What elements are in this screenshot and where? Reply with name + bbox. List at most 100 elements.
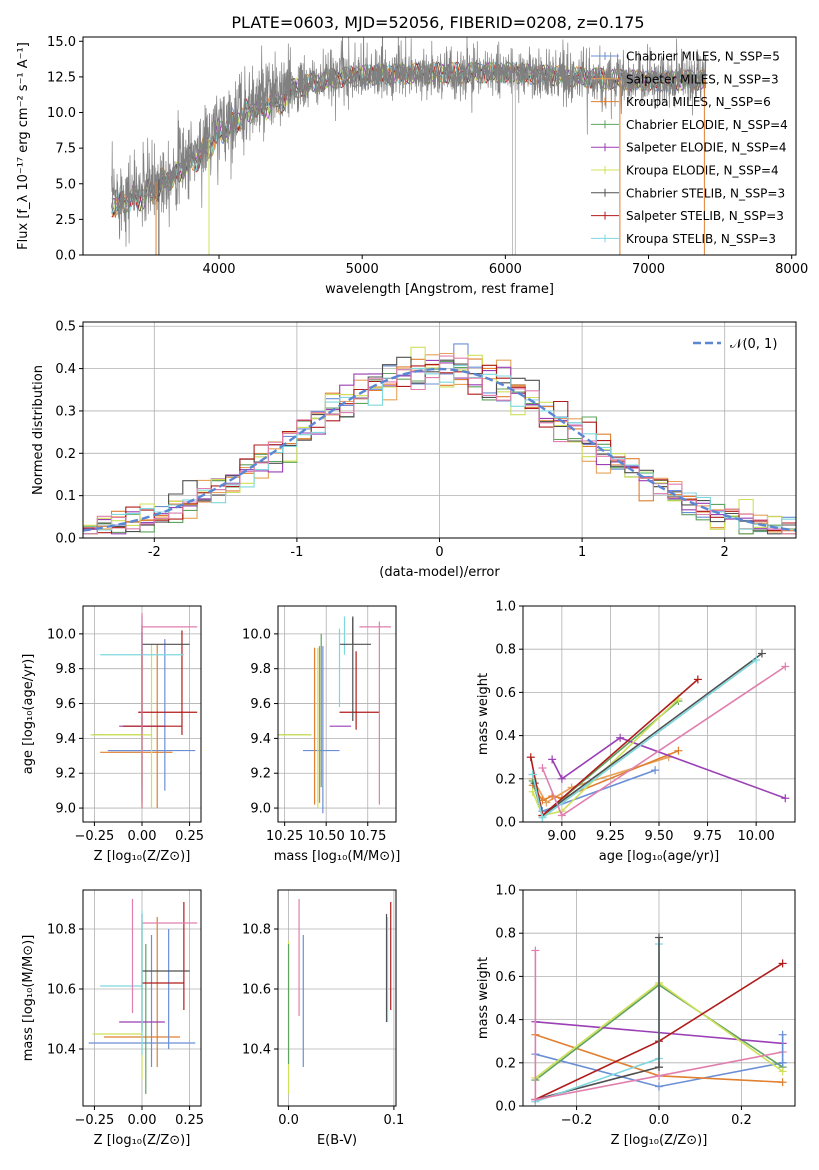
axes-frame: [277, 889, 397, 1107]
mass-weight-line: [551, 736, 786, 799]
y-tick-label: 15.0: [47, 35, 76, 50]
mass-weight-vs-metallicity-panel: −0.2 0.0 0.2 0.0 0.2 0.4 0.6 0.8 1.0 Z [log₁₀(Z/Z…: [476, 884, 796, 1148]
legend-label: Salpeter ELODIE, N_SSP=4: [626, 141, 787, 155]
x-tick-label: 0.00: [128, 1113, 157, 1128]
y-tick-label: 0.8: [495, 643, 516, 658]
y-tick-label: 0.1: [55, 489, 76, 504]
y-tick-label: 9.4: [250, 732, 271, 747]
x-axis-label: E(B-V): [317, 1133, 357, 1148]
y-tick-label: 5.0: [55, 177, 76, 192]
y-tick-label: 9.0: [250, 802, 271, 817]
x-tick-label: 5000: [346, 262, 379, 277]
x-axis-label: mass [log₁₀(M/M⊙)]: [274, 849, 401, 864]
legend-label: Chabrier ELODIE, N_SSP=4: [626, 118, 788, 132]
residual-histogram: [83, 355, 796, 535]
legend: Chabrier MILES, N_SSP=5 Salpeter MILES, N…: [591, 50, 788, 246]
x-axis-label: Z [log₁₀(Z/Z⊙)]: [94, 1133, 191, 1148]
x-axis-label: Z [log₁₀(Z/Z⊙)]: [611, 1133, 708, 1148]
x-tick-label: 6000: [489, 262, 522, 277]
y-axis-label: Normed distribution: [31, 365, 46, 495]
y-tick-label: 0.2: [495, 772, 516, 787]
y-tick-label: 9.6: [55, 697, 76, 712]
mass-weight-line: [534, 950, 783, 1101]
y-tick-label: 0.6: [495, 970, 516, 985]
legend-label: Salpeter MILES, N_SSP=3: [626, 72, 779, 86]
grid-lines: [278, 606, 396, 822]
y-axis-label: mass [log₁₀(M/M⊙)]: [21, 935, 36, 1062]
x-tick-label: 7000: [632, 262, 665, 277]
x-axis-label: (data-model)/error: [379, 565, 500, 580]
y-axis-label: mass weight: [476, 957, 491, 1039]
mass-weight-point: [778, 1030, 787, 1039]
mass-weight-point: [651, 766, 660, 775]
mass-weight-point: [557, 774, 566, 783]
mass-weight-point: [778, 1078, 787, 1087]
plot-area: [526, 649, 790, 822]
mass-weight-line: [531, 698, 679, 817]
x-axis-label: age [log₁₀(age/yr)]: [599, 849, 720, 864]
y-tick-label: 1.0: [495, 884, 516, 899]
y-tick-label: 10.8: [242, 923, 271, 938]
legend-label: Kroupa MILES, N_SSP=6: [626, 95, 771, 109]
x-tick-label: 10.00: [738, 829, 775, 844]
mass-vs-metallicity-panel: −0.25 0.00 0.25 10.4 10.6 10.8 Z [log₁₀(Z/Z⊙)]…: [21, 889, 204, 1148]
x-tick-label: 9.75: [693, 829, 722, 844]
x-tick-label: −0.25: [74, 1113, 114, 1128]
x-tick-label: 10.25: [266, 829, 303, 844]
x-tick-label: -2: [148, 545, 161, 560]
mass-weight-point: [538, 813, 547, 822]
y-axis-label: age [log₁₀(age/yr)]: [21, 654, 36, 775]
plot-area: [88, 899, 198, 1094]
data-spectrum-line: [111, 37, 707, 247]
mass-weight-vs-age-panel: 9.00 9.25 9.50 9.75 10.00 0.0 0.2 0.4 0.6 0.8 1.0 a…: [476, 600, 796, 864]
y-tick-label: 10.8: [47, 923, 76, 938]
residual-histogram: [83, 346, 796, 535]
mass-weight-line: [532, 749, 679, 802]
y-tick-label: 10.4: [47, 1043, 76, 1058]
plot-area: [287, 899, 392, 1094]
mass-weight-line: [533, 652, 763, 817]
y-tick-label: 0.0: [495, 1100, 516, 1115]
x-tick-label: 9.00: [547, 829, 576, 844]
mass-weight-point: [531, 946, 540, 955]
y-tick-label: 2.5: [55, 213, 76, 228]
y-tick-label: 9.8: [55, 662, 76, 677]
y-axis-label: mass weight: [476, 673, 491, 755]
plot-area: [83, 343, 796, 535]
age-vs-mass-panel: 10.25 10.50 10.75 9.0 9.2 9.4 9.6 9.8 10.0 mass […: [242, 605, 401, 864]
errorbar-point: [122, 630, 183, 735]
axes-frame: [277, 605, 397, 823]
mass-weight-line: [532, 756, 669, 804]
y-tick-label: 9.4: [55, 732, 76, 747]
y-tick-label: 1.0: [495, 600, 516, 615]
plot-area: [278, 616, 392, 814]
y-tick-label: 0.8: [495, 927, 516, 942]
mass-weight-point: [778, 1067, 787, 1076]
y-tick-label: 9.2: [250, 767, 271, 782]
legend: 𝒩(0, 1): [693, 337, 777, 352]
y-tick-label: 0.4: [495, 1013, 516, 1028]
residual-histogram: [83, 352, 796, 535]
figure-title: PLATE=0603, MJD=52056, FIBERID=0208, z=0…: [231, 13, 644, 32]
mass-weight-point: [655, 933, 663, 942]
errorbar-point: [92, 920, 143, 1079]
x-tick-label: 2: [721, 545, 729, 560]
mass-weight-point: [655, 1082, 663, 1091]
x-tick-label: 9.50: [645, 829, 674, 844]
legend-label: Chabrier STELIB, N_SSP=3: [626, 186, 785, 200]
x-tick-label: 10.75: [349, 829, 386, 844]
x-tick-label: 0.00: [128, 829, 157, 844]
plot-area: [531, 933, 787, 1106]
y-tick-label: 0.5: [55, 320, 76, 335]
spectrum-panel: 4000 5000 6000 7000 8000 0.0 2.5 5.0 7.5 10.0 12.5…: [16, 35, 808, 297]
x-tick-label: −0.25: [74, 829, 114, 844]
y-tick-label: 9.6: [250, 697, 271, 712]
y-tick-label: 12.5: [47, 70, 76, 85]
y-tick-label: 9.0: [55, 802, 76, 817]
mass-weight-point: [655, 1063, 663, 1072]
mass-weight-point: [757, 649, 766, 658]
mass-weight-point: [538, 764, 547, 772]
x-axis-label: Z [log₁₀(Z/Z⊙)]: [94, 849, 191, 864]
mass-weight-point: [528, 770, 537, 779]
